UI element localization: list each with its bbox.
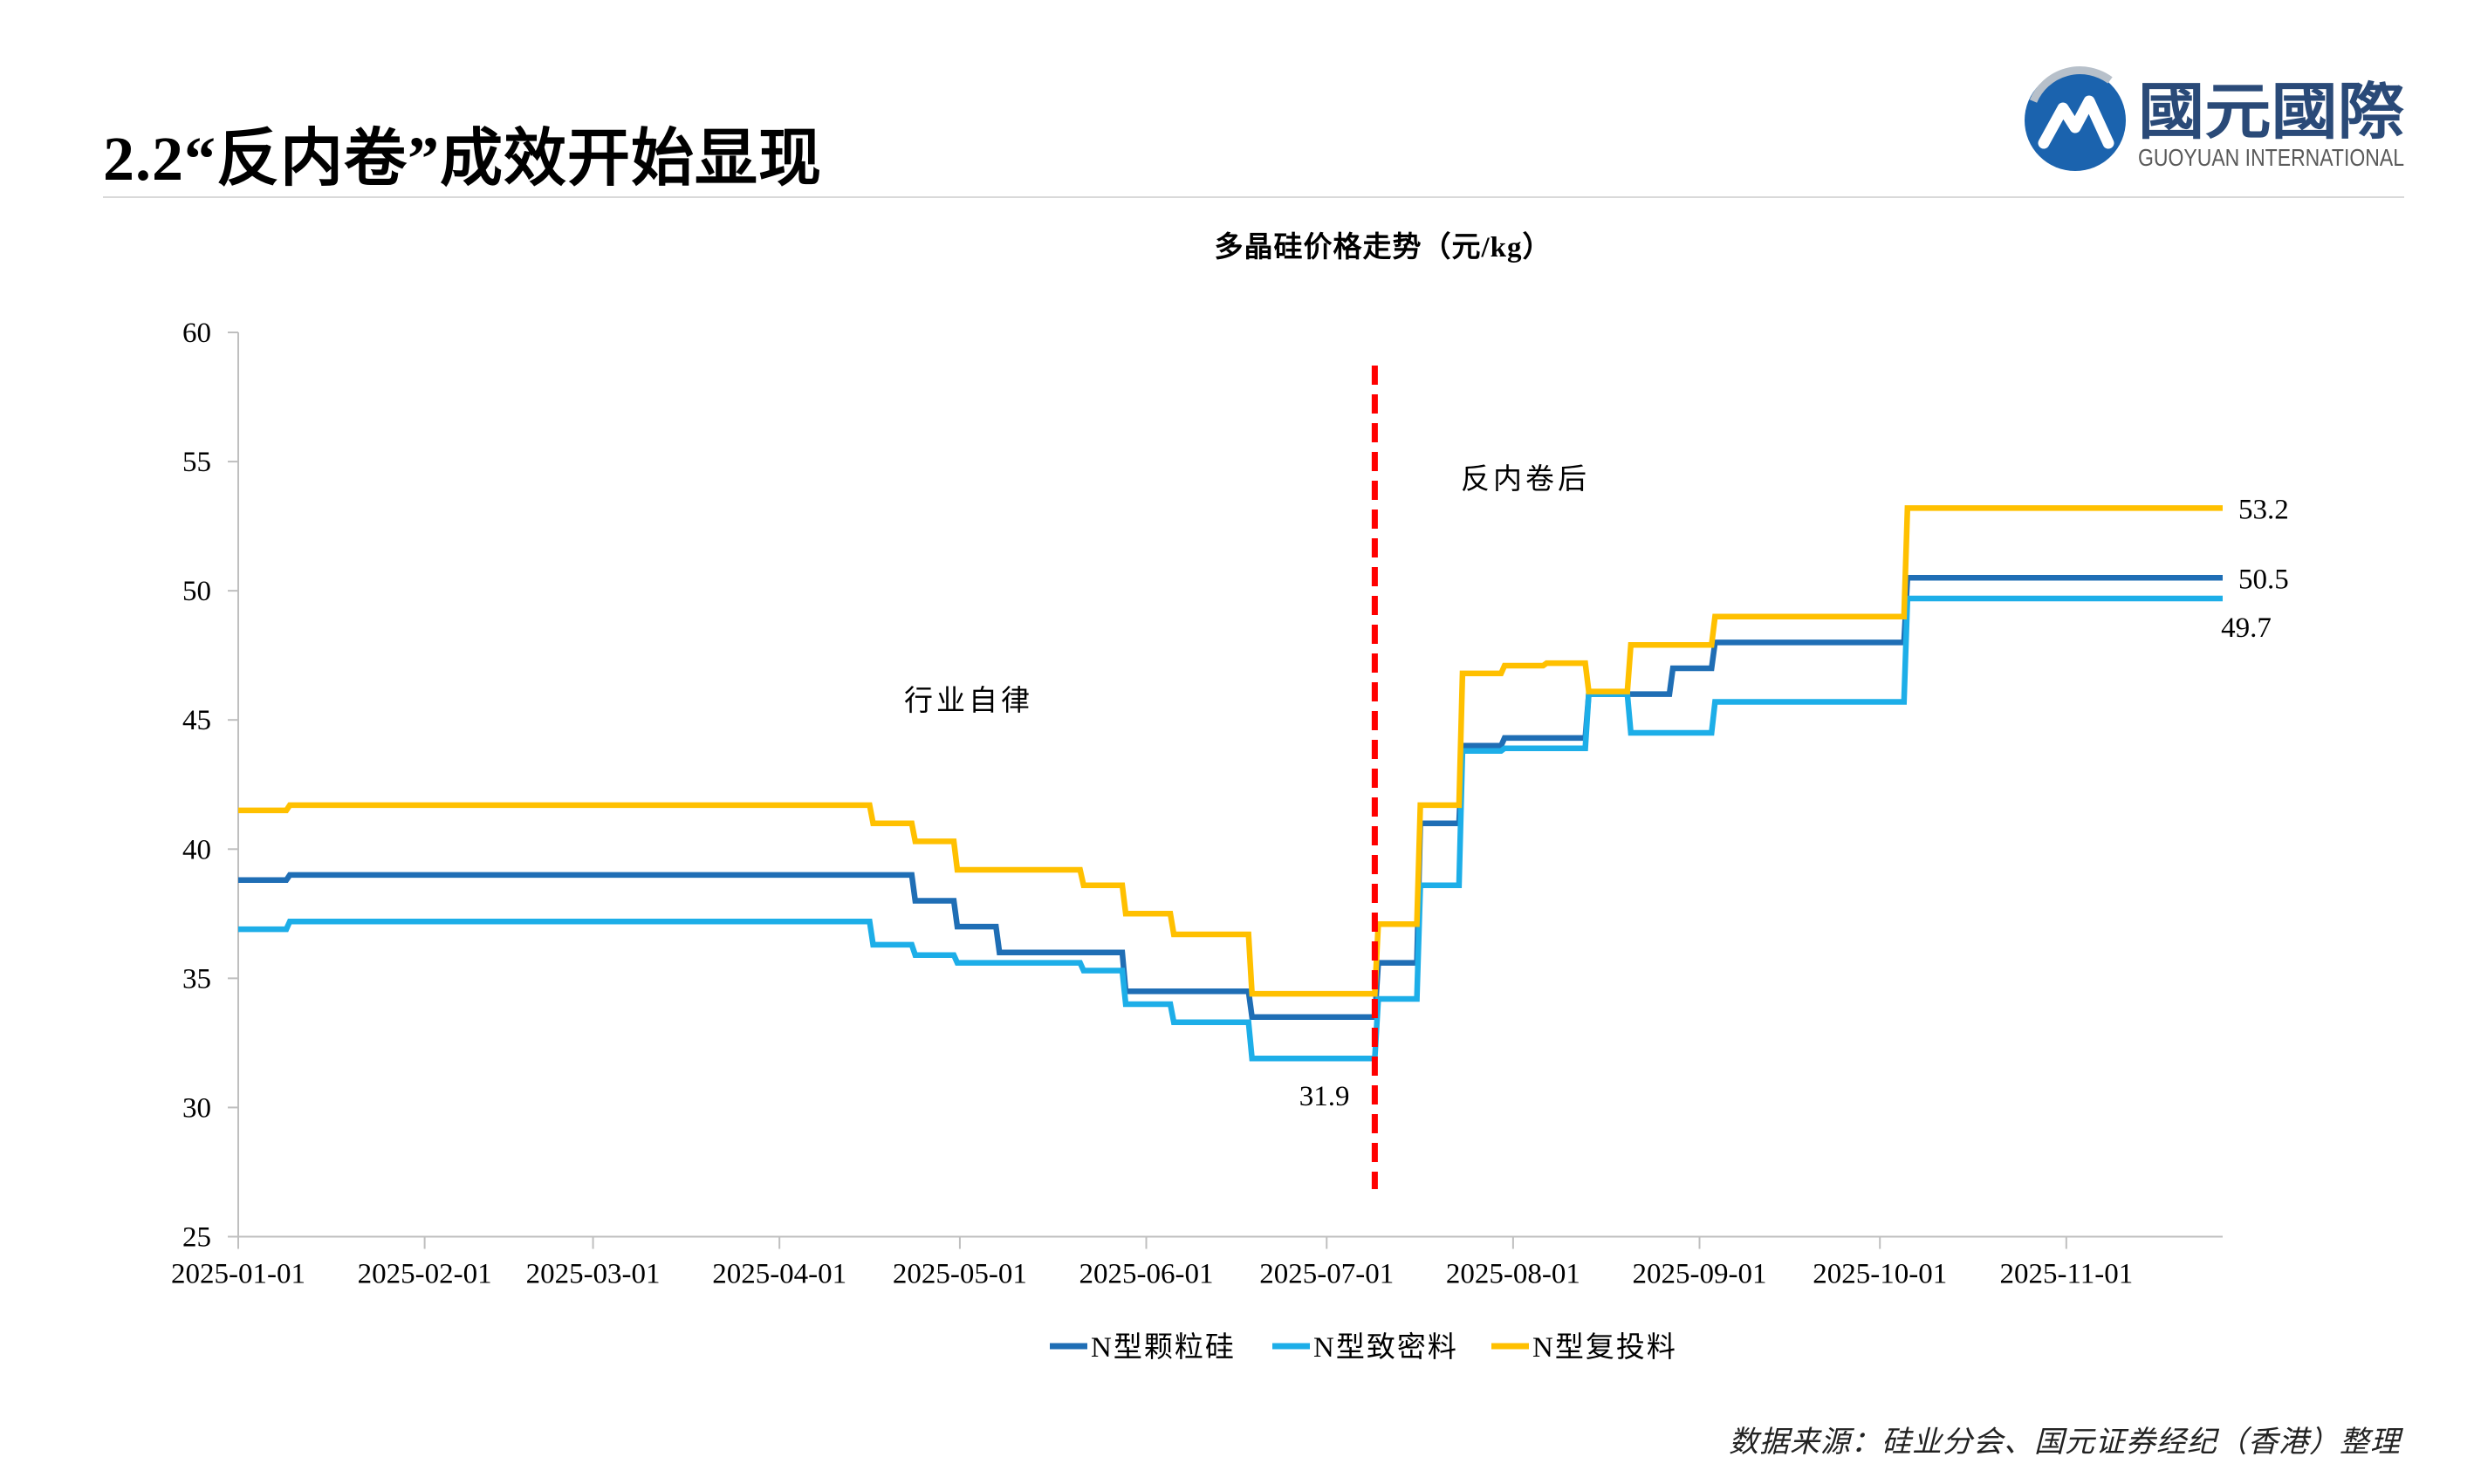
legend-label: N型颗粒硅 xyxy=(1091,1331,1236,1364)
x-tick-label: 2025-05-01 xyxy=(893,1259,1027,1290)
x-tick-label: 2025-06-01 xyxy=(1079,1259,1214,1290)
logo-name-en: GUOYUAN INTERNATIONAL xyxy=(2138,144,2404,171)
legend-label: N型致密料 xyxy=(1313,1331,1458,1364)
data-source-note: 数据来源：硅业分会、国元证券经纪（香港）整理 xyxy=(1729,1426,2401,1459)
y-tick-label: 50 xyxy=(182,576,211,607)
legend-label: N型复投料 xyxy=(1532,1331,1677,1364)
y-tick-label: 45 xyxy=(182,705,211,736)
data-labels: 50.5 49.7 31.9 53.2 xyxy=(1299,494,2289,1112)
logo-name-cn: 國元國際 xyxy=(2138,79,2404,147)
y-tick-label: 25 xyxy=(182,1222,211,1254)
chart-annotations: 行业自律 反内卷后 xyxy=(904,463,1590,717)
series-lines xyxy=(238,505,2223,1062)
y-axis-ticks: 25 30 35 40 45 50 55 60 xyxy=(182,318,238,1254)
data-label: 53.2 xyxy=(2238,494,2289,525)
legend-item: N型致密料 xyxy=(1272,1331,1458,1364)
guoyuan-logo-icon xyxy=(2025,66,2126,171)
y-tick-label: 40 xyxy=(182,834,211,865)
data-label: 31.9 xyxy=(1299,1081,1350,1112)
x-tick-label: 2025-10-01 xyxy=(1813,1259,1947,1290)
chart-title: 多晶硅价格走势（元/kg） xyxy=(1214,231,1552,263)
x-tick-label: 2025-02-01 xyxy=(358,1259,492,1290)
y-tick-label: 30 xyxy=(182,1092,211,1124)
slide-title: 2.2“反内卷”成效开始显现 xyxy=(103,124,823,194)
legend-item: N型颗粒硅 xyxy=(1050,1331,1236,1364)
chart-annotation: 反内卷后 xyxy=(1461,463,1590,496)
x-tick-label: 2025-09-01 xyxy=(1632,1259,1766,1290)
y-tick-label: 60 xyxy=(182,318,211,349)
x-tick-label: 2025-11-01 xyxy=(1999,1259,2133,1290)
x-tick-label: 2025-03-01 xyxy=(526,1259,661,1290)
company-logo: 國元國際 GUOYUAN INTERNATIONAL xyxy=(2025,66,2404,171)
x-axis-ticks: 2025-01-01 2025-02-01 2025-03-01 2025-04-01… xyxy=(171,1236,2133,1290)
chart-annotation: 行业自律 xyxy=(904,685,1033,717)
legend-item: N型复投料 xyxy=(1491,1331,1677,1364)
axes xyxy=(237,332,2223,1238)
data-label: 49.7 xyxy=(2221,612,2272,644)
data-label: 50.5 xyxy=(2238,564,2289,595)
x-tick-label: 2025-07-01 xyxy=(1259,1259,1394,1290)
x-tick-label: 2025-08-01 xyxy=(1446,1259,1580,1290)
legend: N型颗粒硅 N型致密料 N型复投料 xyxy=(1050,1331,1677,1364)
title-divider xyxy=(103,196,2404,198)
x-tick-label: 2025-04-01 xyxy=(712,1259,846,1290)
x-tick-label: 2025-01-01 xyxy=(171,1259,305,1290)
y-tick-label: 35 xyxy=(182,963,211,995)
y-tick-label: 55 xyxy=(182,447,211,478)
series-line-2 xyxy=(238,595,2223,1062)
series-line-1 xyxy=(238,575,2223,1021)
